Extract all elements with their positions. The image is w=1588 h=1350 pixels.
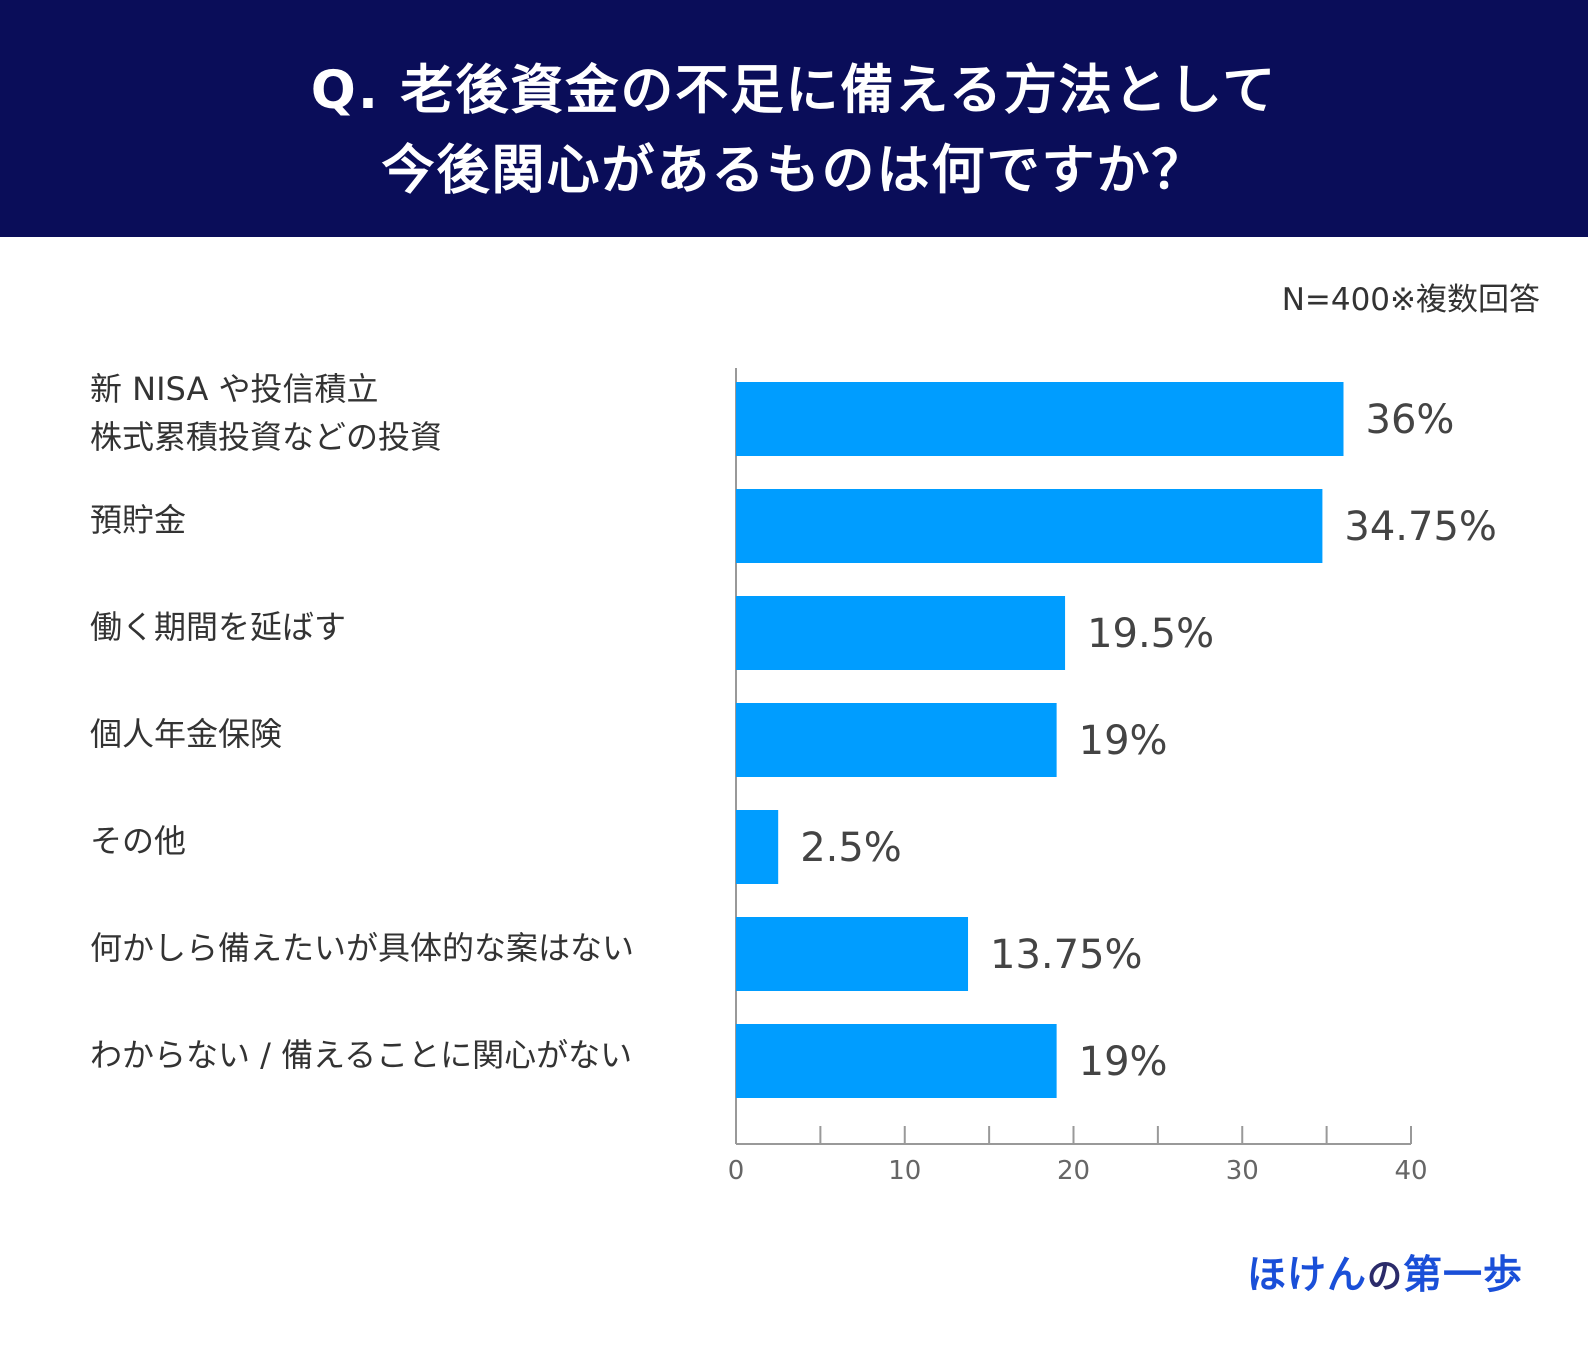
- x-tick-label: 10: [888, 1156, 921, 1186]
- category-label-line: 個人年金保険: [90, 715, 283, 753]
- bar: [736, 810, 779, 884]
- category-label: 働く期間を延ばす: [90, 603, 700, 651]
- x-tick-label: 30: [1226, 1156, 1259, 1186]
- brand-logo: ほけんの第一歩: [1247, 1244, 1523, 1300]
- category-label: 新 NISA や投信積立株式累積投資などの投資: [90, 365, 700, 461]
- category-label-line: 株式累積投資などの投資: [90, 418, 443, 456]
- bar: [736, 382, 1344, 456]
- category-label-line: その他: [90, 822, 187, 860]
- bar-value-label: 19%: [1079, 1039, 1168, 1085]
- bar-value-label: 13.75%: [990, 932, 1143, 978]
- header-banner: Q. 老後資金の不足に備える方法として 今後関心があるものは何ですか？: [0, 0, 1588, 237]
- bar: [736, 489, 1323, 563]
- bar-value-label: 19.5%: [1087, 611, 1214, 657]
- category-label-line: 働く期間を延ばす: [90, 608, 347, 646]
- category-label-line: 何かしら備えたいが具体的な案はない: [90, 929, 635, 967]
- category-label: わからない / 備えることに関心がない: [90, 1031, 700, 1079]
- category-label: その他: [90, 817, 700, 865]
- x-tick-label: 0: [728, 1156, 745, 1186]
- x-tick-label: 40: [1394, 1156, 1427, 1186]
- logo-part-hoken: ほけん: [1246, 1253, 1367, 1298]
- title-line-1: Q. 老後資金の不足に備える方法として: [310, 60, 1278, 121]
- category-label-line: わからない / 備えることに関心がない: [90, 1036, 633, 1074]
- bar: [736, 703, 1057, 777]
- bar: [736, 917, 969, 991]
- sample-note: N=400※複数回答: [1281, 282, 1540, 318]
- category-label: 何かしら備えたいが具体的な案はない: [90, 924, 700, 972]
- category-label-line: 新 NISA や投信積立: [90, 370, 379, 408]
- bar-value-label: 2.5%: [800, 825, 902, 871]
- category-label: 個人年金保険: [90, 710, 700, 758]
- title-line-2: 今後関心があるものは何ですか？: [381, 140, 1207, 201]
- bar-value-label: 36%: [1366, 397, 1455, 443]
- logo-part-daiippo: 第一歩: [1402, 1253, 1523, 1298]
- category-label-line: 預貯金: [90, 501, 187, 539]
- x-tick-label: 20: [1057, 1156, 1090, 1186]
- bar-value-label: 19%: [1079, 718, 1168, 764]
- bar: [736, 596, 1066, 670]
- bar: [736, 1024, 1057, 1098]
- logo-part-no: の: [1366, 1257, 1403, 1297]
- bar-value-label: 34.75%: [1344, 504, 1497, 550]
- category-label: 預貯金: [90, 496, 700, 544]
